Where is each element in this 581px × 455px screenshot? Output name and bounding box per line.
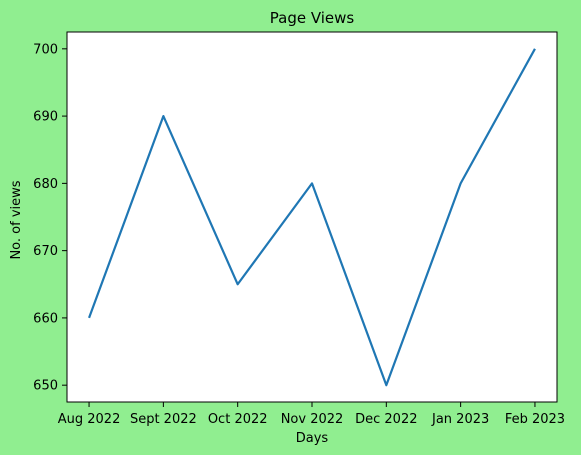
x-tick-label: Dec 2022: [355, 412, 417, 427]
y-tick-label: 700: [33, 42, 58, 57]
y-axis-label: No. of views: [9, 180, 24, 259]
x-tick-label: Nov 2022: [281, 412, 344, 427]
x-tick-label: Aug 2022: [58, 412, 121, 427]
y-tick-label: 660: [33, 311, 58, 326]
y-tick-label: 650: [33, 379, 58, 394]
plot-area: [67, 32, 557, 402]
y-tick-label: 690: [33, 110, 58, 125]
x-tick-label: Sept 2022: [130, 412, 197, 427]
y-tick-label: 670: [33, 244, 58, 259]
x-tick-label: Jan 2023: [431, 412, 489, 427]
chart-title: Page Views: [270, 9, 355, 27]
x-axis-label: Days: [296, 431, 329, 446]
y-tick-label: 680: [33, 177, 58, 192]
x-tick-label: Oct 2022: [208, 412, 268, 427]
x-tick-label: Feb 2023: [505, 412, 565, 427]
